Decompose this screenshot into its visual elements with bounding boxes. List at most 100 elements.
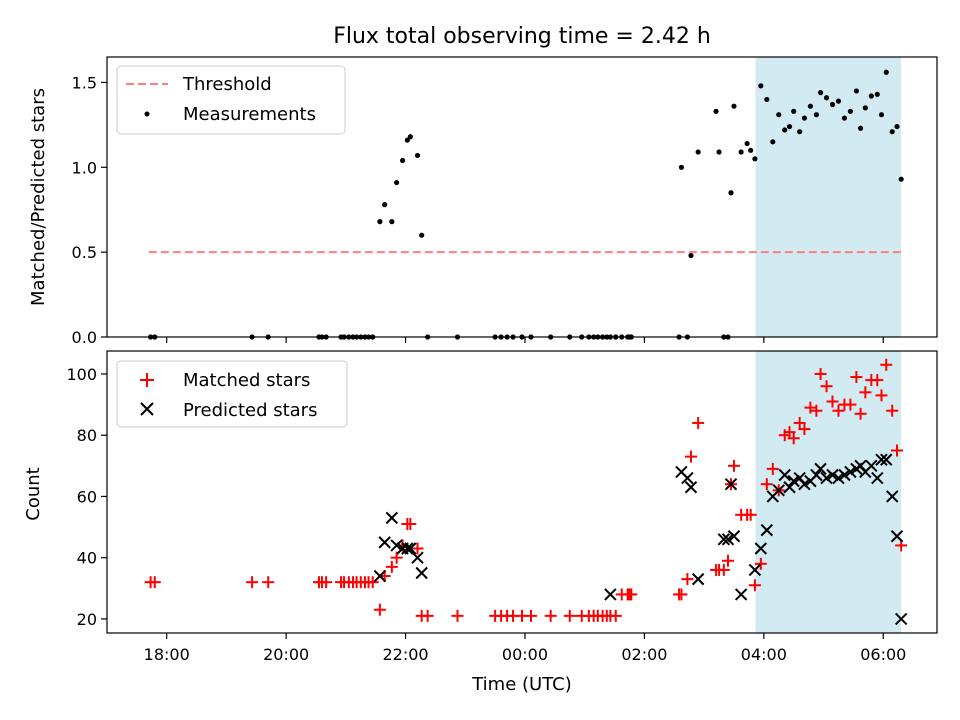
measurement-point — [404, 137, 410, 143]
bottom-axes-frame — [106, 350, 938, 634]
predicted-star-point — [404, 542, 417, 555]
bottom-y-ticks: 20 40 60 80 100 — [66, 365, 107, 629]
predicted-star-point — [844, 465, 857, 479]
y-tick-label: 80 — [77, 426, 97, 445]
matched-star-point — [385, 560, 398, 573]
predicted-star-point — [871, 471, 884, 485]
measurement-point — [394, 179, 400, 186]
matched-star-point — [675, 588, 688, 601]
matched-star-point — [373, 603, 386, 616]
measurement-point — [883, 69, 889, 75]
measurement-point — [731, 103, 737, 109]
matched-star-point — [722, 554, 735, 567]
chart-title: Flux total observing time = 2.42 h — [333, 24, 711, 49]
measurement-point — [713, 108, 719, 114]
measurement-point — [758, 83, 764, 89]
predicted-star-point — [832, 471, 845, 485]
matched-star-point — [609, 609, 622, 622]
bottom-legend-box — [116, 360, 348, 428]
matched-star-point — [320, 576, 333, 589]
measurement-point — [807, 103, 814, 109]
bottom-legend: Matched stars Predicted stars — [116, 360, 348, 428]
matched-star-point — [717, 563, 730, 576]
predicted-star-point — [684, 481, 698, 494]
measurement-point — [382, 202, 388, 208]
x-tick-label: 04:00 — [741, 645, 787, 664]
measurement-point — [894, 123, 900, 130]
predicted-stars-points — [373, 453, 908, 626]
predicted-star-point — [810, 468, 823, 482]
measurement-point — [889, 129, 895, 135]
legend-matched-swatch — [140, 373, 154, 387]
measurement-point — [791, 108, 797, 114]
measurement-point — [857, 125, 864, 131]
matched-star-point — [681, 573, 694, 586]
matched-star-point — [793, 416, 806, 429]
measurement-point — [829, 101, 836, 108]
predicted-star-point — [760, 523, 774, 537]
top-x-ticks — [166, 337, 884, 343]
matched-star-point — [766, 462, 779, 475]
measurement-point — [688, 252, 694, 259]
predicted-star-point — [798, 477, 811, 491]
matched-star-point — [783, 426, 796, 439]
predicted-star-point — [721, 533, 735, 546]
predicted-star-point — [826, 468, 839, 482]
predicted-star-point — [691, 572, 705, 586]
measurement-point — [752, 156, 758, 162]
legend-predicted-label: Predicted stars — [183, 400, 317, 421]
measurement-point — [695, 149, 701, 155]
matched-stars-points — [144, 358, 908, 622]
predicted-star-point — [373, 569, 387, 583]
predicted-star-point — [604, 588, 617, 601]
predicted-star-point — [411, 551, 424, 564]
measurement-point — [776, 112, 782, 118]
measurement-point — [786, 123, 793, 130]
measurement-point — [898, 176, 904, 182]
measurement-point — [377, 219, 383, 225]
measurement-point — [748, 147, 754, 153]
matched-star-point — [886, 404, 899, 417]
matched-star-point — [820, 380, 833, 393]
matched-star-point — [390, 551, 403, 564]
matched-star-point — [787, 432, 800, 445]
predicted-star-point — [783, 481, 796, 494]
predicted-star-point — [814, 462, 827, 476]
matched-star-point — [826, 395, 839, 408]
matched-star-point — [844, 398, 857, 411]
x-tick-label: 22:00 — [383, 645, 429, 664]
legend-measurements-label: Measurements — [183, 104, 316, 125]
observing-window-shade-top — [755, 57, 902, 337]
matched-star-point — [798, 423, 811, 436]
predicted-star-point — [886, 490, 899, 503]
measurement-point — [419, 232, 425, 238]
y-tick-label: 20 — [77, 610, 97, 629]
matched-star-point — [832, 404, 845, 417]
y-tick-label: 40 — [77, 549, 97, 568]
predicted-star-point — [390, 539, 403, 552]
matched-star-point — [421, 609, 434, 622]
matched-star-point — [890, 444, 903, 457]
measurement-point — [744, 140, 750, 147]
matched-star-point — [148, 576, 161, 589]
matched-star-point — [727, 459, 740, 472]
predicted-star-point — [378, 536, 391, 549]
measurement-point — [770, 139, 776, 145]
matched-star-point — [262, 576, 275, 589]
measurement-point — [782, 127, 788, 133]
predicted-star-point — [778, 468, 791, 482]
legend-predicted-swatch — [140, 402, 154, 416]
predicted-star-point — [875, 453, 888, 466]
matched-star-point — [871, 374, 884, 387]
matched-star-point — [524, 609, 537, 622]
matched-star-point — [814, 367, 827, 380]
predicted-star-point — [880, 453, 893, 466]
measurement-point — [801, 115, 808, 121]
matched-star-point — [748, 579, 761, 592]
y-tick-label: 1.5 — [72, 73, 97, 92]
predicted-star-point — [865, 459, 878, 473]
matched-star-point — [754, 557, 767, 570]
y-tick-label: 100 — [66, 365, 97, 384]
matched-star-point — [404, 517, 417, 530]
